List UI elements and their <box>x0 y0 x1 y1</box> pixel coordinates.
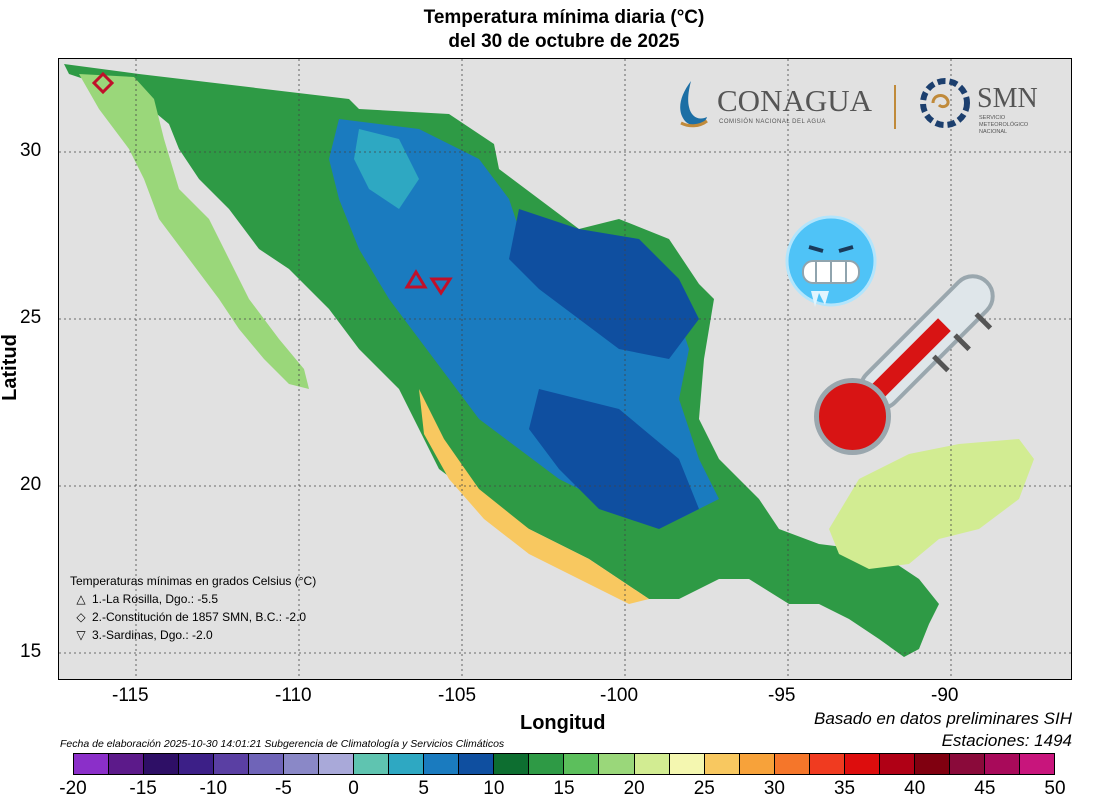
colorbar-label: 30 <box>763 778 785 799</box>
colorbar-swatch <box>599 754 635 774</box>
colorbar-label: -20 <box>59 778 87 799</box>
colorbar-swatch <box>179 754 215 774</box>
colorbar-swatch <box>74 754 110 774</box>
very-cold-region <box>509 209 699 359</box>
smn-logo: SMN SERVICIO METEOROLÓGICO NACIONAL <box>919 75 1059 135</box>
legend-item-text: 2.-Constitución de 1857 SMN, B.C.: -2.0 <box>92 610 307 624</box>
smn-wordmark: SMN <box>977 83 1038 114</box>
temperature-colorbar <box>73 753 1055 775</box>
colorbar-swatch <box>564 754 600 774</box>
colorbar-swatch <box>914 754 950 774</box>
colorbar-label: 40 <box>904 778 926 799</box>
colorbar-label: 0 <box>348 778 359 799</box>
legend-item-text: 3.-Sardinas, Dgo.: -2.0 <box>92 628 213 642</box>
colorbar-label: 35 <box>833 778 856 799</box>
colorbar-swatch <box>634 754 670 774</box>
colorbar-swatch <box>704 754 740 774</box>
yucatan-peninsula <box>829 439 1034 569</box>
colorbar-label: -15 <box>129 778 157 799</box>
thermometer-icon <box>814 274 995 455</box>
station-marker-constitucion <box>91 71 115 95</box>
conagua-emblem-icon <box>680 81 708 128</box>
x-tick--100: -100 <box>600 685 639 706</box>
baja-california <box>79 74 309 389</box>
colorbar-swatch <box>144 754 180 774</box>
mild-region <box>354 129 419 209</box>
colorbar-swatch <box>1019 754 1054 774</box>
estaciones-count: Estaciones: 1494 <box>941 731 1072 750</box>
fecha-elaboracion: Fecha de elaboración 2025-10-30 14:01:21… <box>60 738 505 750</box>
colorbar-swatch <box>529 754 565 774</box>
colorbar-swatch <box>459 754 495 774</box>
x-tick--110: -110 <box>275 685 312 706</box>
colorbar-swatch <box>389 754 425 774</box>
colorbar-swatch <box>494 754 530 774</box>
diamond-icon: ◇ <box>76 610 86 624</box>
x-tick--95: -95 <box>768 685 796 706</box>
station-markers <box>91 71 453 296</box>
station-marker-sardinas <box>429 277 453 296</box>
smn-subtitle-2: METEOROLÓGICO <box>979 122 1029 128</box>
map-grid <box>59 59 1071 679</box>
station-marker-la-rosilla <box>404 269 428 289</box>
logo-divider <box>894 85 896 129</box>
cold-face-icon <box>785 215 877 307</box>
x-axis-title: Longitud <box>520 712 606 734</box>
colorbar-swatch <box>809 754 845 774</box>
map-title-line1: Temperatura mínima diaria (°C) <box>423 7 705 28</box>
colorbar-swatch <box>424 754 460 774</box>
colorbar-swatch <box>354 754 390 774</box>
colorbar-swatch <box>669 754 705 774</box>
x-tick--105: -105 <box>438 685 477 706</box>
basado-en-datos: Basado en datos preliminares SIH <box>814 709 1072 728</box>
colorbar-swatch <box>319 754 355 774</box>
triangle-up-icon: △ <box>76 592 86 606</box>
triangle-down-icon: ▽ <box>76 628 86 642</box>
legend-item: ▽ 3.-Sardinas, Dgo.: -2.0 <box>70 626 316 644</box>
colorbar-swatch <box>879 754 915 774</box>
smn-subtitle-3: NACIONAL <box>979 129 1008 135</box>
legend-title: Temperaturas mínimas en grados Celsius (… <box>70 574 317 588</box>
colorbar-label: 25 <box>693 778 715 799</box>
colorbar-label: 45 <box>974 778 996 799</box>
colorbar-swatch <box>844 754 880 774</box>
colorbar-swatch <box>774 754 810 774</box>
colorbar-label: 50 <box>1044 778 1066 799</box>
smn-emblem-icon <box>920 78 970 128</box>
colorbar-label: 20 <box>623 778 645 799</box>
colorbar-swatch <box>949 754 985 774</box>
station-legend: Temperaturas mínimas en grados Celsius (… <box>70 572 316 644</box>
y-axis-title: Latitud <box>0 334 21 401</box>
smn-subtitle-1: SERVICIO <box>979 115 1006 121</box>
y-tick-15: 15 <box>20 641 42 662</box>
map-title-line2: del 30 de octubre de 2025 <box>448 31 680 52</box>
colorbar-swatch <box>284 754 320 774</box>
x-tick--115: -115 <box>112 685 149 706</box>
colorbar-label: 15 <box>553 778 575 799</box>
central-cold <box>529 389 699 529</box>
colorbar-swatch <box>214 754 250 774</box>
colorbar-swatch <box>739 754 775 774</box>
y-tick-20: 20 <box>20 474 42 495</box>
colorbar-label: 10 <box>483 778 505 799</box>
colorbar-label: 5 <box>418 778 429 799</box>
mexico-temperature-map <box>59 59 1071 679</box>
pacific-coast-warm <box>419 389 649 604</box>
conagua-logo: CONAGUA COMISIÓN NACIONAL DEL AGUA <box>671 77 881 133</box>
colorbar-swatch <box>109 754 145 774</box>
colorbar-label: -5 <box>274 778 292 799</box>
conagua-wordmark: CONAGUA <box>717 83 872 118</box>
map-plot-area: CONAGUA COMISIÓN NACIONAL DEL AGUA SMN S… <box>58 58 1072 680</box>
colorbar-swatch <box>984 754 1020 774</box>
legend-item: ◇ 2.-Constitución de 1857 SMN, B.C.: -2.0 <box>70 608 316 626</box>
colorbar-swatch <box>249 754 285 774</box>
colorbar-label: -10 <box>199 778 228 799</box>
legend-item: △ 1.-La Rosilla, Dgo.: -5.5 <box>70 590 316 608</box>
y-tick-30: 30 <box>20 140 42 161</box>
y-tick-25: 25 <box>20 307 42 328</box>
x-tick--90: -90 <box>931 685 959 706</box>
legend-item-text: 1.-La Rosilla, Dgo.: -5.5 <box>92 592 219 606</box>
conagua-subtitle: COMISIÓN NACIONAL DEL AGUA <box>719 119 826 125</box>
